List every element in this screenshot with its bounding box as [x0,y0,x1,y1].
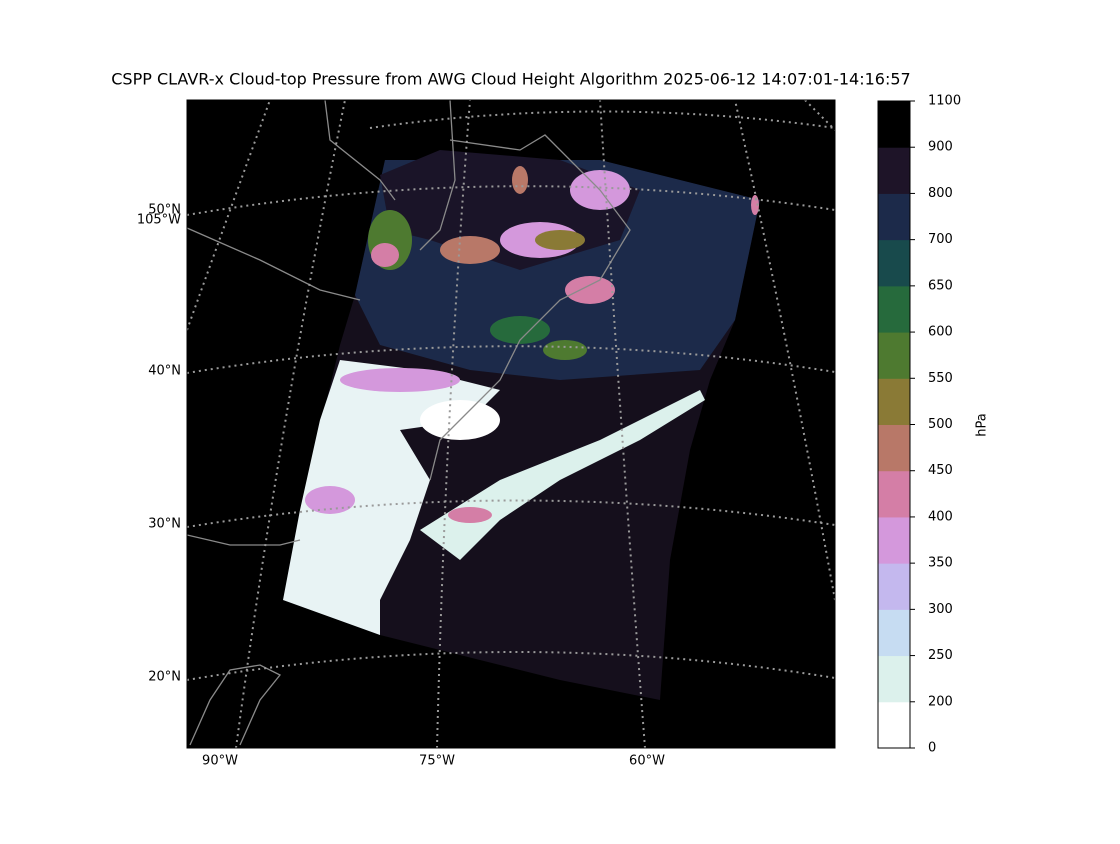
graticule [187,185,835,216]
lat-label: 20°N [148,670,181,685]
colorbar-tick-label: 1100 [928,94,961,109]
colorbar-tick-label: 200 [928,694,953,709]
graticule [804,100,835,131]
colorbar-segment [878,147,910,194]
colorbar-tick-label: 250 [928,648,953,663]
lat-label: 50°N [148,203,181,218]
colorbar-tick-label: 0 [928,741,936,756]
colorbar-segment [878,332,910,379]
colorbar-tick-label: 450 [928,463,953,478]
graticule [187,651,835,681]
map [187,100,835,748]
colorbar-segment [878,378,910,425]
colorbar-segment [878,609,910,657]
cloud-patch [371,243,399,267]
coastline [187,100,631,746]
colorbar-tick-label: 800 [928,186,953,201]
colorbar-tick-label: 700 [928,232,953,247]
cloud-patch [543,340,587,360]
graticule [187,345,835,374]
colorbar-segment [878,239,910,287]
colorbar-segment [878,101,910,148]
colorbar-segment [878,424,910,472]
graticule [369,110,835,129]
colorbar-segment [878,516,910,564]
graticule [187,100,271,331]
lat-label: 40°N [148,364,181,379]
colorbar-segment [878,563,910,610]
colorbar-tick-label: 300 [928,602,953,617]
lon-label: 75°W [419,754,455,769]
lon-label: 90°W [202,754,238,769]
colorbar-segment [878,470,910,518]
cloud-patch [751,195,759,215]
colorbar-tick-label: 400 [928,509,953,524]
graticule [599,100,646,748]
graticule [734,100,835,601]
map-frame [186,99,836,749]
cloud-patch [490,316,550,344]
cloud-high [420,390,705,560]
graticule [235,100,346,748]
cloud-patch [565,276,615,304]
colorbar-tick-label: 600 [928,325,953,340]
colorbar-segment [878,285,910,333]
colorbar-label: hPa [975,413,990,436]
lat-label: 30°N [148,517,181,532]
lon-label: 60°W [629,754,665,769]
colorbar-tick-label: 350 [928,556,953,571]
lon-label: 105°W [137,213,181,228]
colorbar-tick-label: 550 [928,371,953,386]
colorbar-segment [878,701,910,749]
colorbar: 0 200 250 300 350 400 450 500 550 600 650 700 800 900… [877,94,961,756]
graticule [436,100,471,748]
colorbar-tick-label: 500 [928,417,953,432]
cloud-patch [448,507,492,523]
cloud-high [283,360,500,635]
graticule [187,499,835,528]
map-title: CSPP CLAVR-x Cloud-top Pressure from AWG… [111,70,910,89]
colorbar-segment [878,655,910,703]
cloud-patch [512,166,528,194]
colorbar-segment [878,193,910,241]
cloud-patch [340,368,460,392]
cloud-patch [535,230,585,250]
colorbar-tick-label: 650 [928,278,953,293]
colorbar-tick-label: 900 [928,140,953,155]
cloud-patch [440,236,500,264]
